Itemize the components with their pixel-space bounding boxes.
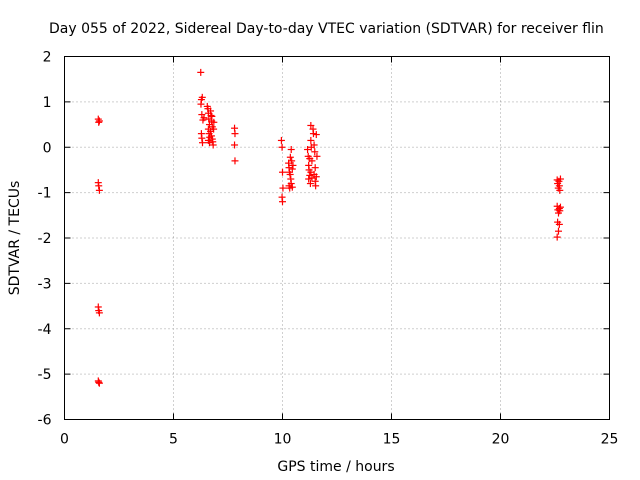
data-point bbox=[198, 139, 206, 147]
data-point bbox=[554, 227, 562, 235]
data-point bbox=[200, 114, 208, 122]
data-point bbox=[287, 146, 295, 154]
data-point bbox=[95, 379, 103, 387]
data-point bbox=[306, 180, 314, 188]
grid-lines bbox=[64, 56, 610, 420]
data-point bbox=[279, 168, 286, 176]
data-point bbox=[205, 139, 213, 147]
data-point bbox=[553, 233, 561, 241]
data-point bbox=[210, 125, 218, 133]
data-point bbox=[310, 141, 318, 149]
data-point bbox=[95, 378, 103, 386]
data-point bbox=[231, 141, 239, 149]
data-point bbox=[95, 182, 103, 190]
data-point bbox=[555, 220, 563, 228]
data-point bbox=[210, 118, 218, 126]
y-tick-label: -2 bbox=[38, 231, 52, 247]
data-point bbox=[207, 132, 215, 140]
data-point bbox=[198, 93, 206, 101]
x-tick-label: 20 bbox=[492, 432, 510, 448]
data-point bbox=[304, 146, 312, 154]
x-tick-label: 25 bbox=[601, 432, 619, 448]
data-point bbox=[95, 118, 103, 126]
y-tick-label: -4 bbox=[38, 322, 52, 338]
data-point bbox=[198, 134, 206, 142]
data-point bbox=[312, 131, 320, 139]
data-point bbox=[307, 121, 315, 129]
data-point bbox=[287, 175, 295, 183]
x-tick-label: 0 bbox=[60, 432, 69, 448]
data-point bbox=[279, 198, 286, 206]
data-point bbox=[289, 161, 297, 169]
data-point bbox=[279, 184, 287, 192]
data-point bbox=[312, 173, 320, 181]
data-point bbox=[556, 186, 564, 194]
x-tick-label: 10 bbox=[274, 432, 292, 448]
data-point bbox=[278, 143, 286, 151]
data-point bbox=[306, 155, 314, 163]
data-point bbox=[286, 153, 294, 161]
data-point bbox=[207, 111, 215, 119]
data-point bbox=[209, 141, 217, 149]
data-point bbox=[311, 148, 319, 156]
data-point bbox=[197, 68, 205, 76]
data-point bbox=[311, 164, 319, 172]
data-point bbox=[288, 165, 296, 173]
x-tick-label: 5 bbox=[169, 432, 178, 448]
y-tick-label: -3 bbox=[38, 276, 52, 292]
y-tick-label: -5 bbox=[38, 367, 52, 383]
data-point bbox=[288, 183, 296, 191]
plot-frame bbox=[64, 56, 610, 420]
data-point bbox=[231, 157, 239, 165]
y-tick-label: -1 bbox=[38, 186, 52, 202]
y-tick-label: 0 bbox=[43, 140, 52, 156]
data-point bbox=[305, 175, 313, 183]
data-point bbox=[308, 174, 316, 182]
data-point bbox=[95, 117, 103, 125]
data-point bbox=[231, 130, 239, 138]
data-point bbox=[208, 112, 216, 120]
y-tick-label: 1 bbox=[43, 95, 52, 111]
x-tick-label: 15 bbox=[383, 432, 401, 448]
data-point bbox=[277, 136, 285, 144]
data-point bbox=[197, 100, 205, 108]
data-point bbox=[556, 175, 564, 183]
data-point bbox=[286, 170, 294, 178]
data-point bbox=[95, 309, 103, 317]
data-point bbox=[312, 182, 320, 190]
data-point bbox=[307, 136, 315, 144]
y-tick-label: 2 bbox=[43, 50, 52, 66]
data-point bbox=[556, 203, 564, 211]
data-point bbox=[556, 207, 564, 215]
y-tick-label: -6 bbox=[38, 413, 52, 429]
chart-title: Day 055 of 2022, Sidereal Day-to-day VTE… bbox=[49, 21, 604, 37]
data-points bbox=[94, 68, 564, 387]
data-point bbox=[288, 157, 296, 165]
x-axis-label: GPS time / hours bbox=[277, 459, 394, 475]
data-point bbox=[313, 152, 321, 160]
data-point bbox=[95, 186, 103, 194]
y-axis-label: SDTVAR / TECUs bbox=[7, 181, 23, 296]
